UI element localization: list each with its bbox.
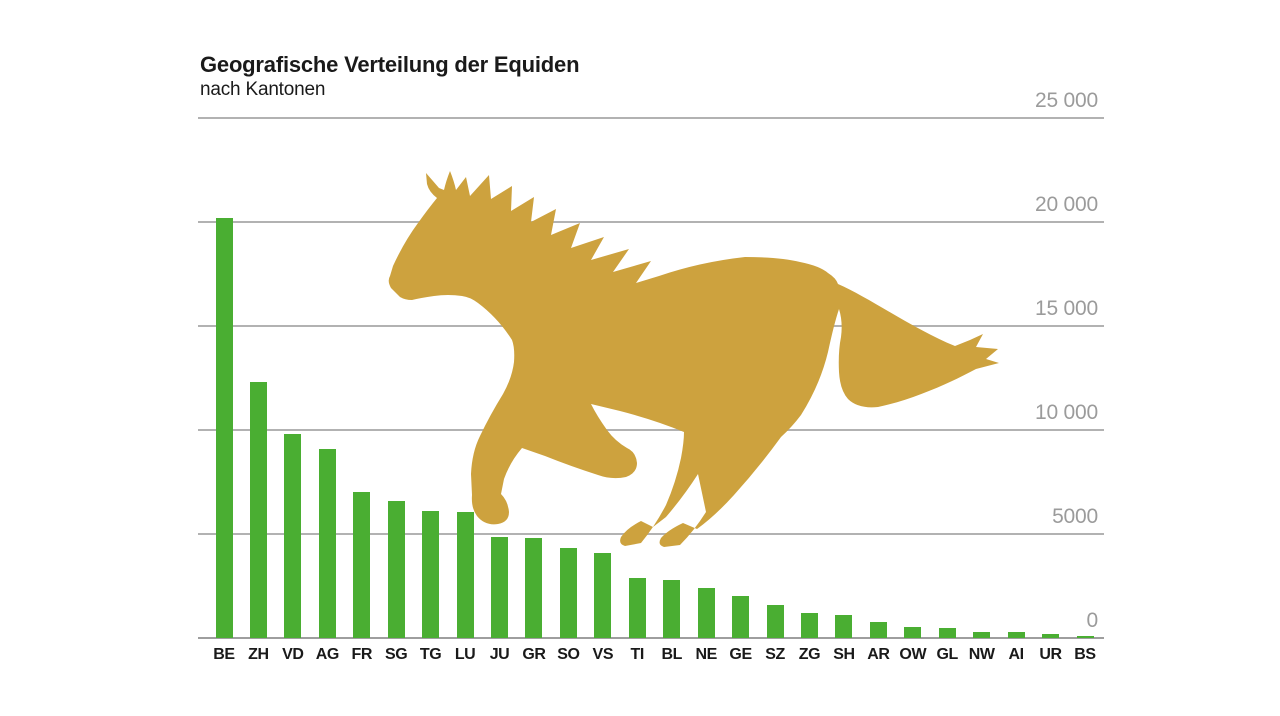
x-tick-label-GE: GE [729,646,752,663]
bar-VD [284,434,302,638]
chart-header: Geografische Verteilung der Equiden nach… [200,52,580,102]
x-tick-label-NW: NW [968,646,995,663]
gridline-15000 [198,325,1104,327]
bar-SZ [766,604,784,638]
bar-AI [1007,632,1025,638]
bar-GL [938,628,956,638]
y-tick-label-15000: 15 000 [1034,297,1098,320]
x-tick-label-TG: TG [419,646,442,663]
x-tick-label-TI: TI [630,646,645,663]
bar-FR [353,492,371,638]
chart-title: Geografische Verteilung der Equiden [200,52,580,77]
bar-SG [387,500,405,638]
bar-AG [318,448,336,638]
gridline-25000 [198,117,1104,119]
y-tick-label-25000: 25 000 [1034,89,1098,112]
x-tick-label-BL: BL [661,646,682,663]
bar-BE [215,217,233,638]
x-tick-label-OW: OW [899,646,927,663]
bar-TG [422,511,440,638]
x-tick-label-GR: GR [522,646,546,663]
bar-BL [663,579,681,638]
bar-JU [491,537,509,638]
x-tick-label-VS: VS [592,646,614,663]
horse-silhouette-graphic [388,171,999,547]
y-tick-label-5000: 5000 [1052,505,1098,528]
x-tick-label-SH: SH [833,646,855,663]
bar-TI [628,577,646,638]
y-tick-label-10000: 10 000 [1034,401,1098,424]
x-tick-label-AR: AR [867,646,890,663]
gridline-0 [198,637,1104,639]
chart-subtitle: nach Kantonen [200,79,326,100]
bar-VS [594,552,612,638]
bar-OW [904,626,922,638]
x-tick-label-AG: AG [315,646,340,663]
x-tick-label-JU: JU [489,646,510,663]
x-tick-label-NE: NE [695,646,717,663]
x-tick-label-UR: UR [1039,646,1062,663]
y-tick-label-20000: 20 000 [1034,193,1098,216]
x-tick-label-FR: FR [351,646,373,663]
bar-SO [559,547,577,638]
gridline-20000 [198,221,1104,223]
x-tick-label-SO: SO [557,646,580,663]
bar-NW [973,631,991,638]
bar-GR [525,538,543,638]
x-tick-label-GL: GL [936,646,959,663]
bar-LU [456,512,474,638]
x-tick-label-ZG: ZG [798,646,821,663]
y-tick-label-0: 0 [1086,609,1099,632]
bar-ZH [249,382,267,638]
x-tick-label-AI: AI [1008,646,1025,663]
gridline-10000 [198,429,1104,431]
x-tick-label-BS: BS [1074,646,1096,663]
x-tick-label-BE: BE [213,646,235,663]
bar-NE [697,588,715,638]
x-tick-label-SG: SG [385,646,408,663]
bar-GE [732,596,750,638]
x-tick-label-LU: LU [454,646,476,663]
bar-SH [835,615,853,638]
bar-BS [1076,635,1094,638]
bar-UR [1042,634,1060,638]
x-tick-label-SZ: SZ [765,646,785,663]
bar-AR [869,621,887,638]
bar-ZG [800,613,818,638]
x-tick-label-ZH: ZH [248,646,269,663]
x-tick-label-VD: VD [282,646,304,663]
galloping-horse-icon [388,171,999,547]
